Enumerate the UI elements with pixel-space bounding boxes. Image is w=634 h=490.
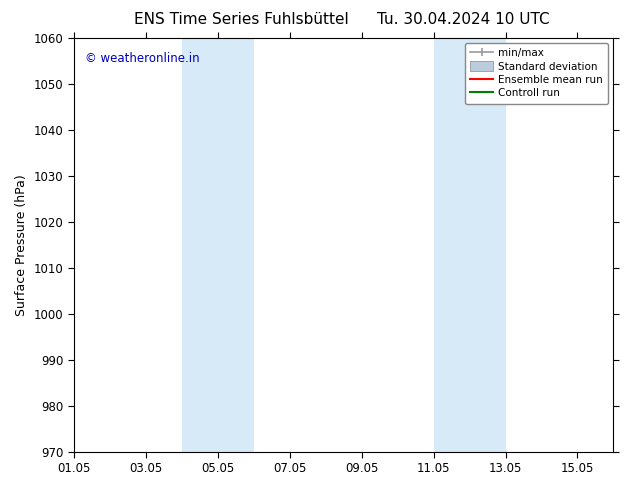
Text: Tu. 30.04.2024 10 UTC: Tu. 30.04.2024 10 UTC	[377, 12, 549, 27]
Bar	[434, 38, 505, 452]
Y-axis label: Surface Pressure (hPa): Surface Pressure (hPa)	[15, 174, 28, 316]
Bar	[182, 38, 254, 452]
Text: © weatheronline.in: © weatheronline.in	[84, 52, 199, 65]
Legend: min/max, Standard deviation, Ensemble mean run, Controll run: min/max, Standard deviation, Ensemble me…	[465, 43, 608, 103]
Text: ENS Time Series Fuhlsbüttel: ENS Time Series Fuhlsbüttel	[134, 12, 348, 27]
